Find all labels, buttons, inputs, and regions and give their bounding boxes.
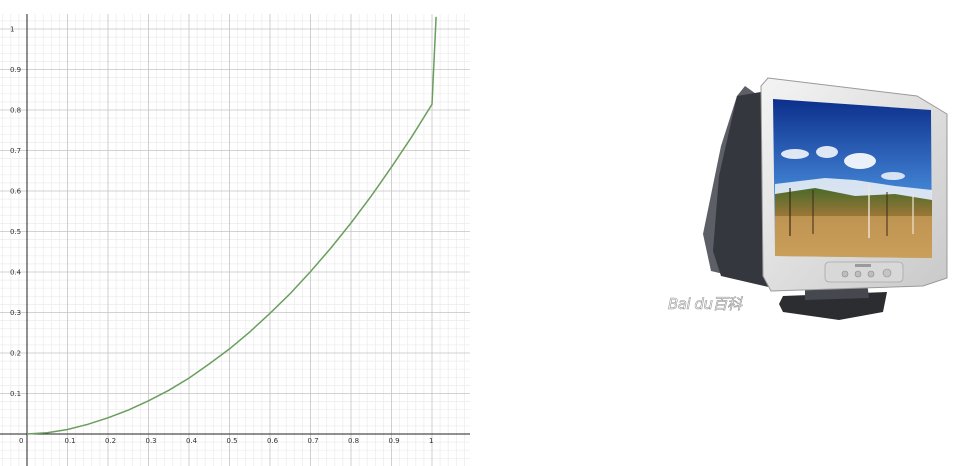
x-tick-label: 0.9	[389, 437, 400, 445]
y-tick-label: 0.9	[10, 66, 21, 74]
x-tick-label: 1	[470, 437, 471, 445]
y-tick-label: 0.3	[10, 309, 21, 317]
crt-monitor-photo	[655, 66, 962, 324]
y-tick-label: 0.1	[10, 390, 21, 398]
x-tick-label: 0.2	[105, 437, 116, 445]
major-grid	[0, 14, 470, 466]
y-tick-label: 0.5	[10, 228, 21, 236]
monitor-power-button	[882, 268, 892, 278]
monitor-housing-side	[713, 90, 773, 288]
function-plot: 0 0.1 0.2 0.3 0.4 0.5 0.6 0.7 0.8 0.9 1 1 0.1 0.2 0.3 0…	[0, 14, 470, 466]
x-tick-label: 0.6	[267, 437, 279, 445]
x-tick-label: 0.8	[348, 437, 359, 445]
x-tick-label: 0.7	[308, 437, 319, 445]
axes	[0, 14, 470, 466]
monitor-button	[841, 270, 849, 278]
monitor-brand-badge	[855, 264, 871, 267]
monitor-button	[867, 270, 875, 278]
y-tick-label: 0.4	[10, 269, 22, 277]
watermark-logo: Bai du百科	[668, 295, 743, 314]
monitor-screen	[773, 99, 932, 258]
minor-grid	[0, 14, 470, 466]
x-tick-label: 0.3	[146, 437, 157, 445]
y-tick-label: 0.7	[10, 147, 21, 155]
x-tick-label: 0	[19, 437, 23, 445]
y-tick-label: 0.8	[10, 107, 21, 115]
y-tick-label: 1	[10, 26, 14, 34]
y-tick-label: 0.2	[10, 350, 21, 358]
x-tick-label: 0.1	[65, 437, 76, 445]
curve-line	[26, 16, 437, 435]
x-tick-label: 0.5	[227, 437, 238, 445]
x-tick-label: 1	[429, 437, 433, 445]
tick-labels: 0 0.1 0.2 0.3 0.4 0.5 0.6 0.7 0.8 0.9 1 1 0.1 0.2 0.3 0…	[10, 26, 470, 446]
y-tick-label: 0.6	[10, 188, 22, 196]
x-tick-label: 0.4	[186, 437, 198, 445]
monitor-button	[854, 270, 862, 278]
